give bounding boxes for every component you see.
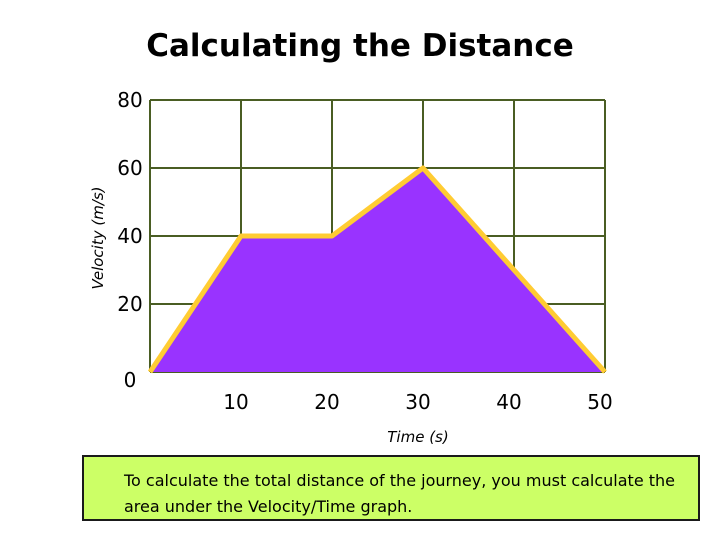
x-tick-label: 50 bbox=[587, 390, 612, 414]
y-tick-label: 20 bbox=[117, 292, 142, 316]
area-under-graph bbox=[150, 168, 605, 372]
x-tick-label: 10 bbox=[223, 390, 248, 414]
x-tick-labels: 10 20 30 40 50 bbox=[223, 390, 612, 414]
explanation-note: To calculate the total distance of the j… bbox=[82, 455, 700, 521]
chart-title: Calculating the Distance bbox=[146, 28, 574, 64]
x-tick-label: 30 bbox=[405, 390, 430, 414]
y-tick-label: 40 bbox=[117, 224, 142, 248]
x-tick-label: 40 bbox=[496, 390, 521, 414]
x-axis-label: Time (s) bbox=[387, 428, 448, 446]
y-tick-label: 0 bbox=[124, 368, 137, 392]
y-tick-label: 80 bbox=[117, 88, 142, 112]
x-tick-label: 20 bbox=[314, 390, 339, 414]
velocity-line bbox=[147, 165, 607, 374]
velocity-time-chart: 0 20 40 60 80 10 20 30 40 50 Velocity (m/s) Time… bbox=[89, 88, 613, 446]
y-tick-label: 60 bbox=[117, 156, 142, 180]
y-tick-labels: 0 20 40 60 80 bbox=[117, 88, 142, 392]
y-axis-label: Velocity (m/s) bbox=[89, 186, 107, 289]
